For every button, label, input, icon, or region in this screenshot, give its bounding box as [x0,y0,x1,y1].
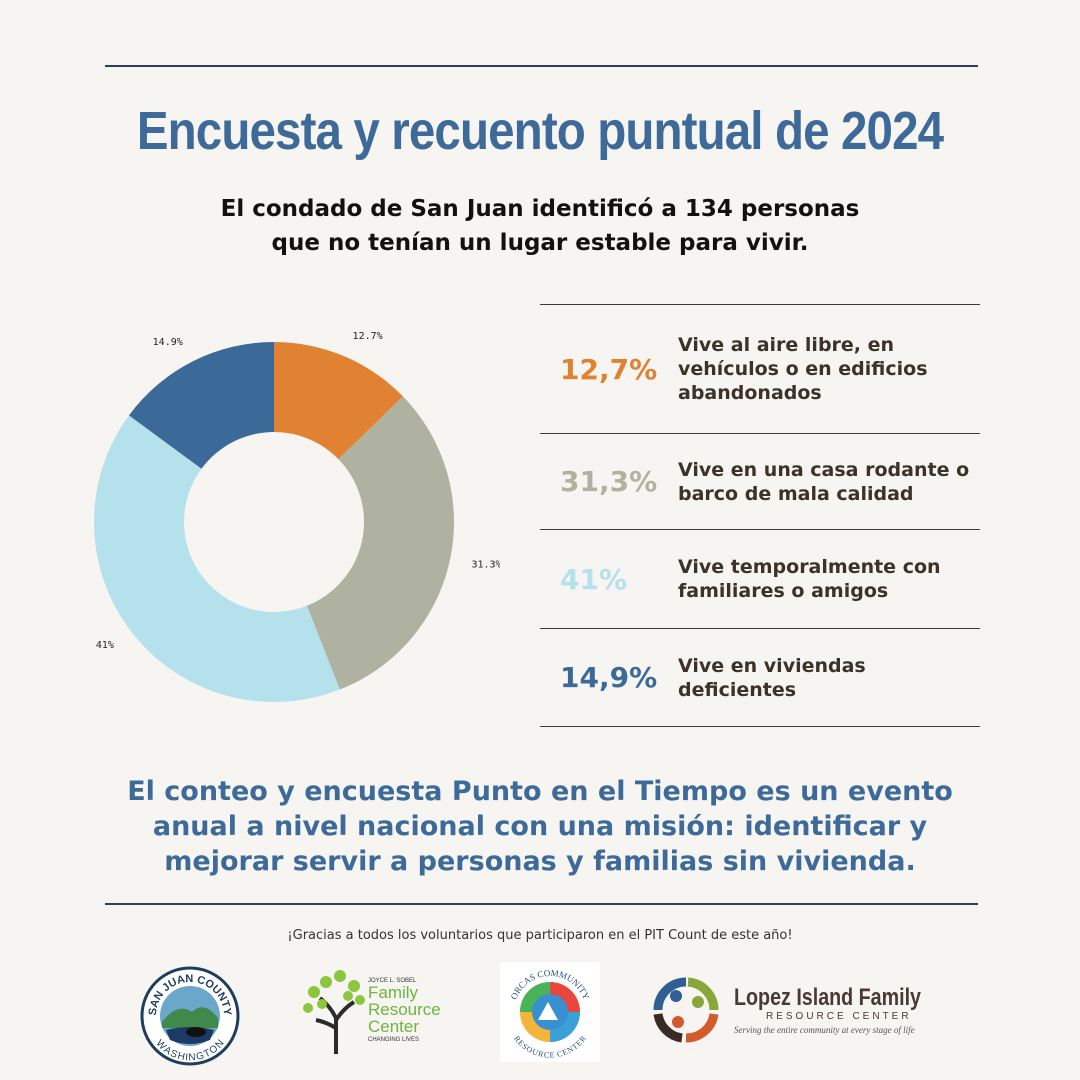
legend-label: Vive temporalmente con familiares o amig… [678,555,941,603]
legend: 12,7% Vive al aire libre, en vehículos o… [540,304,980,727]
lopez-tagline: Serving the entire community at every st… [734,1025,915,1035]
mission-line-3: mejorar servir a personas y familias sin… [164,846,916,877]
legend-pct: 41% [560,562,628,596]
subtitle-line-1: El condado de San Juan identificó a 134 … [220,196,860,222]
mission-line-2: anual a nivel nacional con una misión: i… [152,811,928,842]
donut-chart: 12.7% 31.3% 41% 14.9% [93,331,500,702]
legend-label-line: barco de mala calidad [678,482,914,505]
frc-resource-text: Resource [368,1000,441,1019]
legend-label-line: vehículos o en edificios [678,358,928,380]
legend-label-line: Vive en una casa rodante o [678,458,970,481]
legend-label-line: deficientes [678,678,797,701]
subtitle: El condado de San Juan identificó a 134 … [140,192,940,260]
slice-substandard [128,342,274,469]
slice-label: 14.9% [153,337,183,348]
legend-label-line: Vive al aire libre, en [678,334,895,356]
page-title: Encuesta y recuento puntual de 2024 [136,101,944,161]
frc-tagline: CHANGING LIVES [368,1037,420,1043]
frc-small-text: JOYCE L. SOBEL [368,978,417,984]
slice-outdoors [274,342,403,460]
san-juan-county-seal-logo[interactable]: SAN JUAN COUNTY WASHINGTON [140,966,240,1066]
legend-pct: 31,3% [560,465,658,498]
people-circle-icon [653,977,719,1043]
bottom-divider [105,903,978,905]
legend-row-family-friends: 41% Vive temporalmente con familiares o … [540,529,980,628]
mission-line-1: El conteo y encuesta Punto en el Tiempo … [127,776,953,807]
legend-label: Vive al aire libre, en vehículos o en ed… [678,333,928,405]
legend-label: Vive en una casa rodante o barco de mala… [678,458,969,506]
lopez-wordmark: Lopez Island Family RESOURCE CENTER Serv… [734,986,962,1035]
thanks-note: ¡Gracias a todos los voluntarios que par… [287,928,793,943]
lopez-name: Lopez Island Family [734,984,921,1011]
legend-row-rv-boat: 31,3% Vive en una casa rodante o barco d… [540,433,980,529]
tree-icon [303,970,365,1054]
orcas-community-resource-center-logo[interactable]: ORCAS COMMUNITY RESOURCE CENTER [500,962,600,1062]
legend-label-line: abandonados [678,382,822,404]
legend-label-line: familiares o amigos [678,580,889,602]
legend-label: Vive en viviendas deficientes [678,654,866,702]
frc-wordmark: JOYCE L. SOBEL Family Resource Center CH… [368,978,441,1043]
legend-label-line: Vive en viviendas [678,654,866,677]
top-divider [105,65,978,67]
lopez-sub: RESOURCE CENTER [766,1011,912,1022]
slice-family-friends [93,415,340,702]
mission-statement: El conteo y encuesta Punto en el Tiempo … [100,774,980,879]
slice-rv-boat [306,396,454,690]
legend-pct: 14,9% [560,661,658,694]
slice-label: 12.7% [353,331,383,342]
frc-family-text: Family [368,983,419,1002]
family-resource-center-logo[interactable]: JOYCE L. SOBEL Family Resource Center CH… [300,968,450,1058]
legend-pct: 12,7% [560,352,658,386]
frc-center-text: Center [368,1017,420,1036]
slice-label: 41% [96,640,114,651]
legend-label-line: Vive temporalmente con [678,556,941,578]
subtitle-line-2: que no tenían un lugar estable para vivi… [271,230,809,256]
lopez-island-family-resource-center-logo[interactable]: Lopez Island Family RESOURCE CENTER Serv… [648,972,948,1052]
legend-row-outdoors: 12,7% Vive al aire libre, en vehículos o… [540,304,980,433]
legend-row-substandard: 14,9% Vive en viviendas deficientes [540,628,980,727]
slice-label: 31.3% [471,560,500,571]
